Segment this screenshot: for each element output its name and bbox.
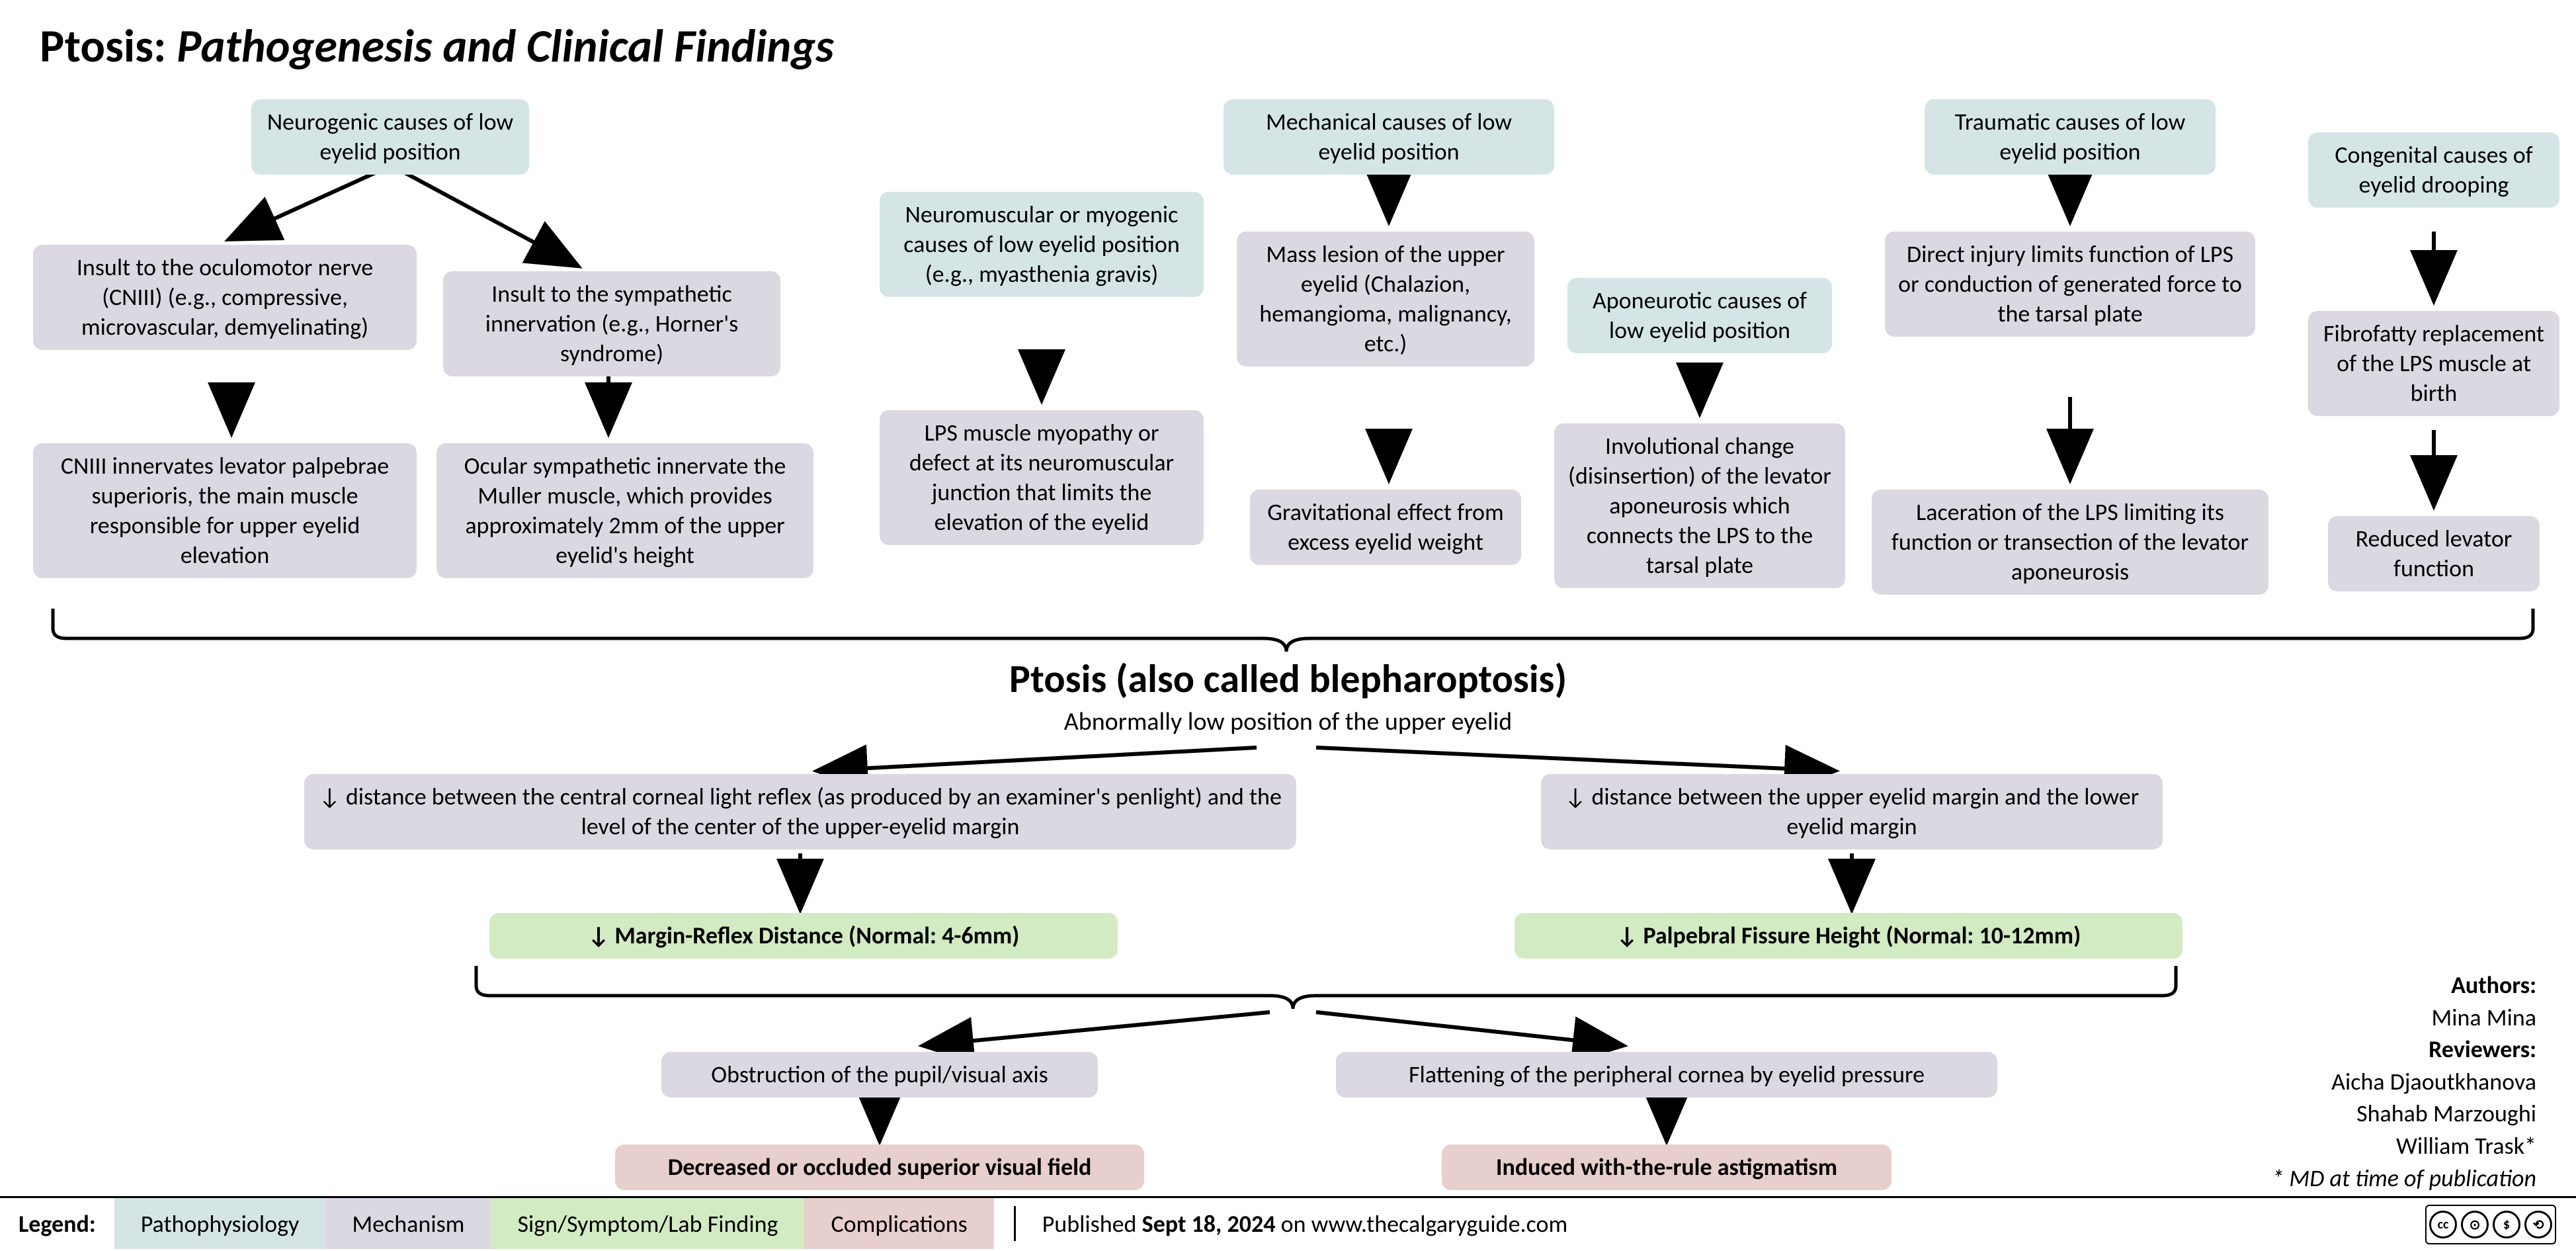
footer-divider (1014, 1206, 1016, 1242)
published-prefix: Published (1042, 1209, 1142, 1238)
box-congenital-cause: Congenital causes of eyelid drooping (2308, 132, 2559, 208)
authors-label: Authors: (2451, 971, 2536, 1000)
box-vf-complication: Decreased or occluded superior visual fi… (615, 1144, 1144, 1190)
arrow-layer (0, 0, 2576, 1251)
box-cn3-insult: Insult to the oculomotor nerve (CNIII) (… (33, 245, 417, 350)
box-mass-lesion: Mass lesion of the upper eyelid (Chalazi… (1237, 232, 1534, 367)
published-date: Sept 18, 2024 (1142, 1209, 1276, 1238)
box-symp-insult: Insult to the sympathetic innervation (e… (443, 271, 780, 376)
box-fibrofatty: Fibrofatty replacement of the LPS muscle… (2308, 311, 2559, 416)
box-distance-pf: ↓ distance between the upper eyelid marg… (1541, 774, 2163, 849)
box-astig-complication: Induced with-the-rule astigmatism (1442, 1144, 1891, 1190)
box-nm-cause: Neuromuscular or myogenic causes of low … (880, 192, 1204, 297)
footer-bar: Legend: Pathophysiology Mechanism Sign/S… (0, 1196, 2576, 1249)
box-mrd-sign: ↓ Margin-Reflex Distance (Normal: 4-6mm) (489, 913, 1118, 959)
box-involutional: Involutional change (disinsertion) of th… (1554, 423, 1845, 588)
author-name: Mina Mina (2272, 1002, 2536, 1034)
title-subtitle: Pathogenesis and Clinical Findings (177, 17, 834, 74)
box-lps-myopathy: LPS muscle myopathy or defect at its neu… (880, 410, 1204, 545)
sa-icon: ⟲ (2524, 1211, 2552, 1238)
legend-mechanism: Mechanism (325, 1198, 491, 1249)
box-distance-mrd: ↓ distance between the central corneal l… (304, 774, 1296, 849)
credits-note: * MD at time of publication (2272, 1162, 2536, 1195)
published-suffix: on www.thecalgaryguide.com (1275, 1209, 1567, 1238)
legend-label: Legend: (0, 1209, 114, 1238)
box-direct-injury: Direct injury limits function of LPS or … (1885, 232, 2255, 337)
page-title: Ptosis: Pathogenesis and Clinical Findin… (40, 17, 834, 74)
legend-sign: Sign/Symptom/Lab Finding (491, 1198, 804, 1249)
published-line: Published Sept 18, 2024 on www.thecalgar… (1036, 1209, 1568, 1238)
legend-pathophysiology: Pathophysiology (114, 1198, 326, 1249)
box-mechanical-cause: Mechanical causes of low eyelid position (1224, 99, 1554, 175)
box-obstruction: Obstruction of the pupil/visual axis (661, 1052, 1098, 1098)
box-neurogenic-cause: Neurogenic causes of low eyelid position (251, 99, 529, 175)
box-traumatic-cause: Traumatic causes of low eyelid position (1925, 99, 2216, 175)
reviewers-label: Reviewers: (2429, 1035, 2536, 1064)
by-icon: ⊙ (2461, 1211, 2489, 1238)
box-cn3-innervates: CNIII innervates levator palpebrae super… (33, 443, 417, 578)
reviewer-name: Aicha Djaoutkhanova (2272, 1066, 2536, 1098)
cc-license-badge: cc ⊙ $ ⟲ (2425, 1205, 2556, 1244)
title-main: Ptosis: (40, 17, 166, 74)
box-laceration: Laceration of the LPS limiting its funct… (1872, 490, 2268, 595)
box-gravitational: Gravitational effect from excess eyelid … (1250, 490, 1521, 565)
box-reduced-levator: Reduced levator function (2328, 516, 2540, 591)
box-muller: Ocular sympathetic innervate the Muller … (436, 443, 813, 578)
reviewer-name: Shahab Marzoughi (2272, 1098, 2536, 1130)
nc-icon: $ (2493, 1211, 2520, 1238)
box-aponeurotic-cause: Aponeurotic causes of low eyelid positio… (1567, 278, 1832, 353)
central-title: Ptosis (also called blepharoptosis) (0, 655, 2576, 703)
central-subtitle: Abnormally low position of the upper eye… (0, 707, 2576, 737)
legend-complication: Complications (804, 1198, 993, 1249)
box-pf-sign: ↓ Palpebral Fissure Height (Normal: 10-1… (1515, 913, 2182, 959)
credits-block: Authors: Mina Mina Reviewers: Aicha Djao… (2272, 969, 2536, 1194)
cc-icon: cc (2429, 1211, 2457, 1238)
reviewer-name: William Trask* (2272, 1130, 2536, 1162)
box-flattening: Flattening of the peripheral cornea by e… (1336, 1052, 1997, 1098)
